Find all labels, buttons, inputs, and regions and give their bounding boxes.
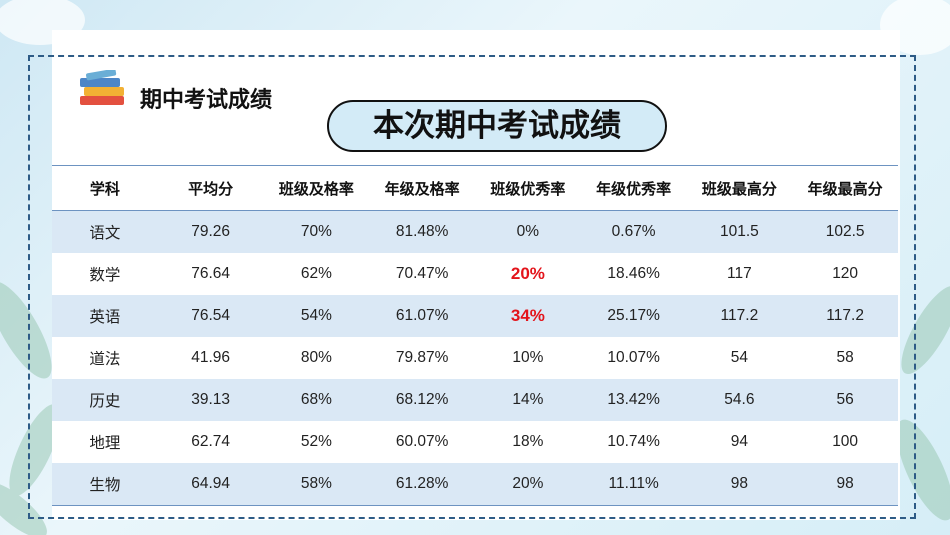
table-cell: 70.47%: [395, 265, 449, 282]
table-cell: 20%: [475, 463, 581, 506]
table-cell: 60.07%: [395, 433, 449, 450]
table-cell: 68%: [263, 379, 370, 421]
table-cell: 18.46%: [607, 265, 660, 282]
section-title: 期中考试成绩: [140, 87, 273, 112]
table-cell: 14%: [475, 379, 581, 421]
column-header: 班级优秀率: [475, 165, 581, 211]
table-cell: 道法: [89, 351, 121, 368]
header-row: 学科 平均分 班级及格率 年级及格率 班级优秀率 年级优秀率 班级最高分 年级最高分: [52, 165, 898, 211]
table-cell: 81.48%: [369, 210, 475, 253]
table-cell: 58%: [263, 463, 370, 506]
table-cell: 98: [686, 463, 793, 506]
table-cell: 120: [832, 265, 859, 282]
table-cell: 117.2: [686, 295, 793, 337]
table-cell: 0.67%: [580, 210, 687, 253]
table-cell: 61.07%: [369, 295, 475, 337]
dashed-frame: [28, 55, 916, 519]
table-cell: 11.11%: [580, 463, 687, 506]
table-cell: 41.96: [191, 349, 231, 366]
table-cell: 102.5: [792, 210, 898, 253]
column-header: 年级优秀率: [580, 165, 687, 211]
table-row: 生物 64.94 58% 61.28% 20% 11.11% 98 98: [52, 463, 898, 506]
table-cell: 25.17%: [580, 295, 687, 337]
table-row: 道法 41.96 80% 79.87% 10% 10.07% 54 58: [52, 337, 898, 379]
table-cell: 98: [792, 463, 898, 506]
table-cell: 76.64: [191, 265, 231, 282]
column-header: 班级最高分: [686, 165, 793, 211]
table-cell: 54: [730, 349, 748, 366]
table-cell: 数学: [89, 267, 121, 284]
slide-title: 本次期中考试成绩: [327, 100, 667, 152]
table-cell: 62.74: [191, 433, 231, 450]
table-cell: 58: [836, 349, 854, 366]
table-cell: 10.07%: [607, 349, 660, 366]
table-cell: 79.87%: [395, 349, 449, 366]
table-cell: 62%: [300, 265, 332, 282]
table-cell: 61.28%: [369, 463, 475, 506]
table-cell: 0%: [475, 210, 581, 253]
table-cell: 70%: [263, 210, 370, 253]
table-row: 数学 76.64 62% 70.47% 20% 18.46% 117 120: [52, 253, 898, 295]
table-cell: 68.12%: [369, 379, 475, 421]
table-cell: 64.94: [157, 463, 264, 506]
table-cell: 34%: [475, 295, 581, 337]
table-row: 地理 62.74 52% 60.07% 18% 10.74% 94 100: [52, 421, 898, 463]
table-cell: 79.26: [157, 210, 264, 253]
table-cell: 10%: [512, 349, 544, 366]
column-header: 年级最高分: [792, 165, 898, 211]
table-cell: 13.42%: [580, 379, 687, 421]
table-cell: 地理: [89, 435, 121, 452]
table-cell: 20%: [510, 264, 545, 283]
table-row: 语文 79.26 70% 81.48% 0% 0.67% 101.5 102.5: [52, 210, 898, 253]
table-cell: 54.6: [686, 379, 793, 421]
table-cell: 54%: [263, 295, 370, 337]
table-cell: 生物: [52, 463, 158, 506]
table-row: 英语 76.54 54% 61.07% 34% 25.17% 117.2 117.2: [52, 295, 898, 337]
table-cell: 10.74%: [607, 433, 660, 450]
score-table: 学科 平均分 班级及格率 年级及格率 班级优秀率 年级优秀率 班级最高分 年级最高分 语文 79…: [52, 165, 898, 506]
column-header: 年级及格率: [369, 165, 475, 211]
table-cell: 100: [832, 433, 859, 450]
table-cell: 18%: [512, 433, 544, 450]
column-header: 班级及格率: [263, 165, 370, 211]
column-header: 学科: [52, 165, 158, 211]
table-cell: 英语: [52, 295, 158, 337]
table-cell: 101.5: [686, 210, 793, 253]
table-cell: 语文: [52, 210, 158, 253]
table-cell: 52%: [300, 433, 332, 450]
table-cell: 94: [730, 433, 748, 450]
table-cell: 56: [792, 379, 898, 421]
table-cell: 39.13: [157, 379, 264, 421]
table-cell: 80%: [300, 349, 332, 366]
table-cell: 117.2: [792, 295, 898, 337]
column-header: 平均分: [157, 165, 264, 211]
table-cell: 76.54: [157, 295, 264, 337]
table-row: 历史 39.13 68% 68.12% 14% 13.42% 54.6 56: [52, 379, 898, 421]
books-icon: [80, 70, 124, 105]
table-cell: 117: [727, 265, 752, 282]
table-cell: 历史: [52, 379, 158, 421]
